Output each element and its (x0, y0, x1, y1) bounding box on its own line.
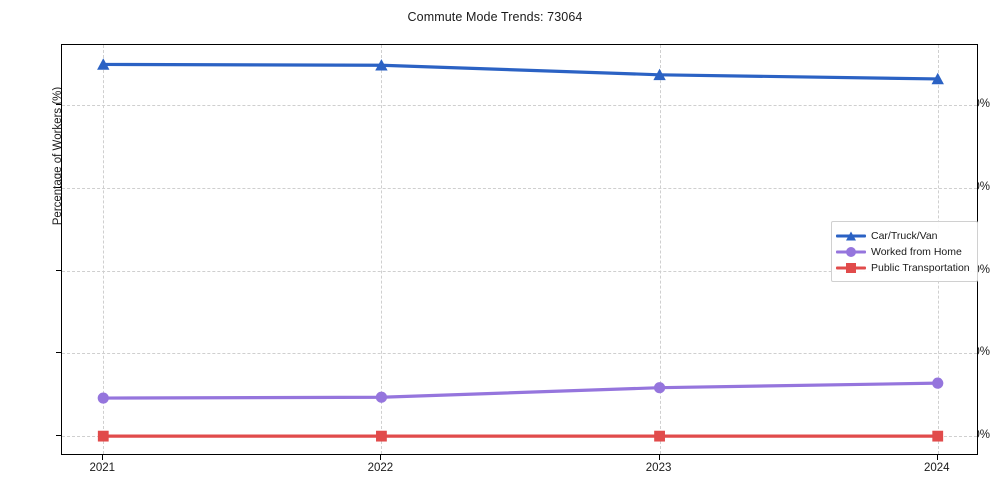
y-tick-mark (56, 269, 61, 271)
gridline-y-80 (62, 105, 977, 106)
data-point-marker (375, 391, 388, 403)
x-tick-mark (102, 455, 104, 460)
data-point-marker (654, 430, 665, 442)
square-marker-icon (846, 262, 856, 273)
legend-swatch (836, 229, 866, 243)
x-tick-label: 2022 (367, 462, 394, 474)
data-point-marker (97, 58, 110, 70)
legend-label: Public Transportation (871, 261, 970, 274)
data-point-marker (97, 430, 109, 442)
data-point-marker (653, 382, 666, 394)
data-point-marker (932, 377, 944, 389)
data-point-marker (932, 430, 944, 442)
y-tick-mark (56, 186, 61, 188)
gridline-x-2021 (103, 45, 105, 454)
x-tick-label: 2023 (645, 462, 672, 474)
series-line (101, 62, 940, 81)
chart-title: Commute Mode Trends: 73064 (407, 10, 583, 24)
legend-swatch (836, 261, 866, 275)
legend-item[interactable]: Public Transportation (836, 260, 973, 275)
gridline-x-2022 (381, 45, 383, 454)
triangle-marker-icon (846, 231, 856, 240)
legend-label: Worked from Home (871, 245, 962, 258)
series-worked-from-home (97, 377, 944, 404)
data-point-marker (97, 392, 109, 404)
plot-inner (62, 45, 977, 454)
x-tick-mark (936, 455, 938, 460)
y-tick-mark (56, 104, 61, 105)
chart-legend[interactable]: Car/Truck/Van Worked from Home Public Tran… (831, 221, 978, 282)
data-point-marker (375, 59, 388, 71)
legend-item[interactable]: Car/Truck/Van (836, 228, 973, 243)
gridline-x-2023 (659, 45, 661, 454)
x-tick-label: 2021 (89, 462, 116, 474)
x-tick-mark (380, 455, 382, 460)
legend-label: Car/Truck/Van (871, 229, 938, 242)
gridline-y-20 (62, 353, 977, 355)
data-point-marker (653, 68, 666, 81)
data-series-layer (97, 58, 944, 442)
data-point-marker (931, 72, 944, 85)
x-tick-mark (658, 455, 660, 460)
data-point-marker (376, 430, 387, 442)
y-tick-mark (56, 352, 61, 354)
circle-marker-icon (846, 246, 856, 257)
y-tick-mark (56, 435, 61, 437)
series-car-truck-van (97, 58, 944, 85)
legend-swatch (836, 245, 866, 259)
legend-item[interactable]: Worked from Home (836, 244, 973, 259)
gridline-y-40 (62, 270, 977, 272)
plot-area (61, 44, 978, 455)
x-tick-label: 2024 (923, 462, 950, 474)
gridline-y-60 (62, 187, 977, 189)
series-line (101, 381, 940, 400)
series-public-transportation (97, 430, 944, 442)
